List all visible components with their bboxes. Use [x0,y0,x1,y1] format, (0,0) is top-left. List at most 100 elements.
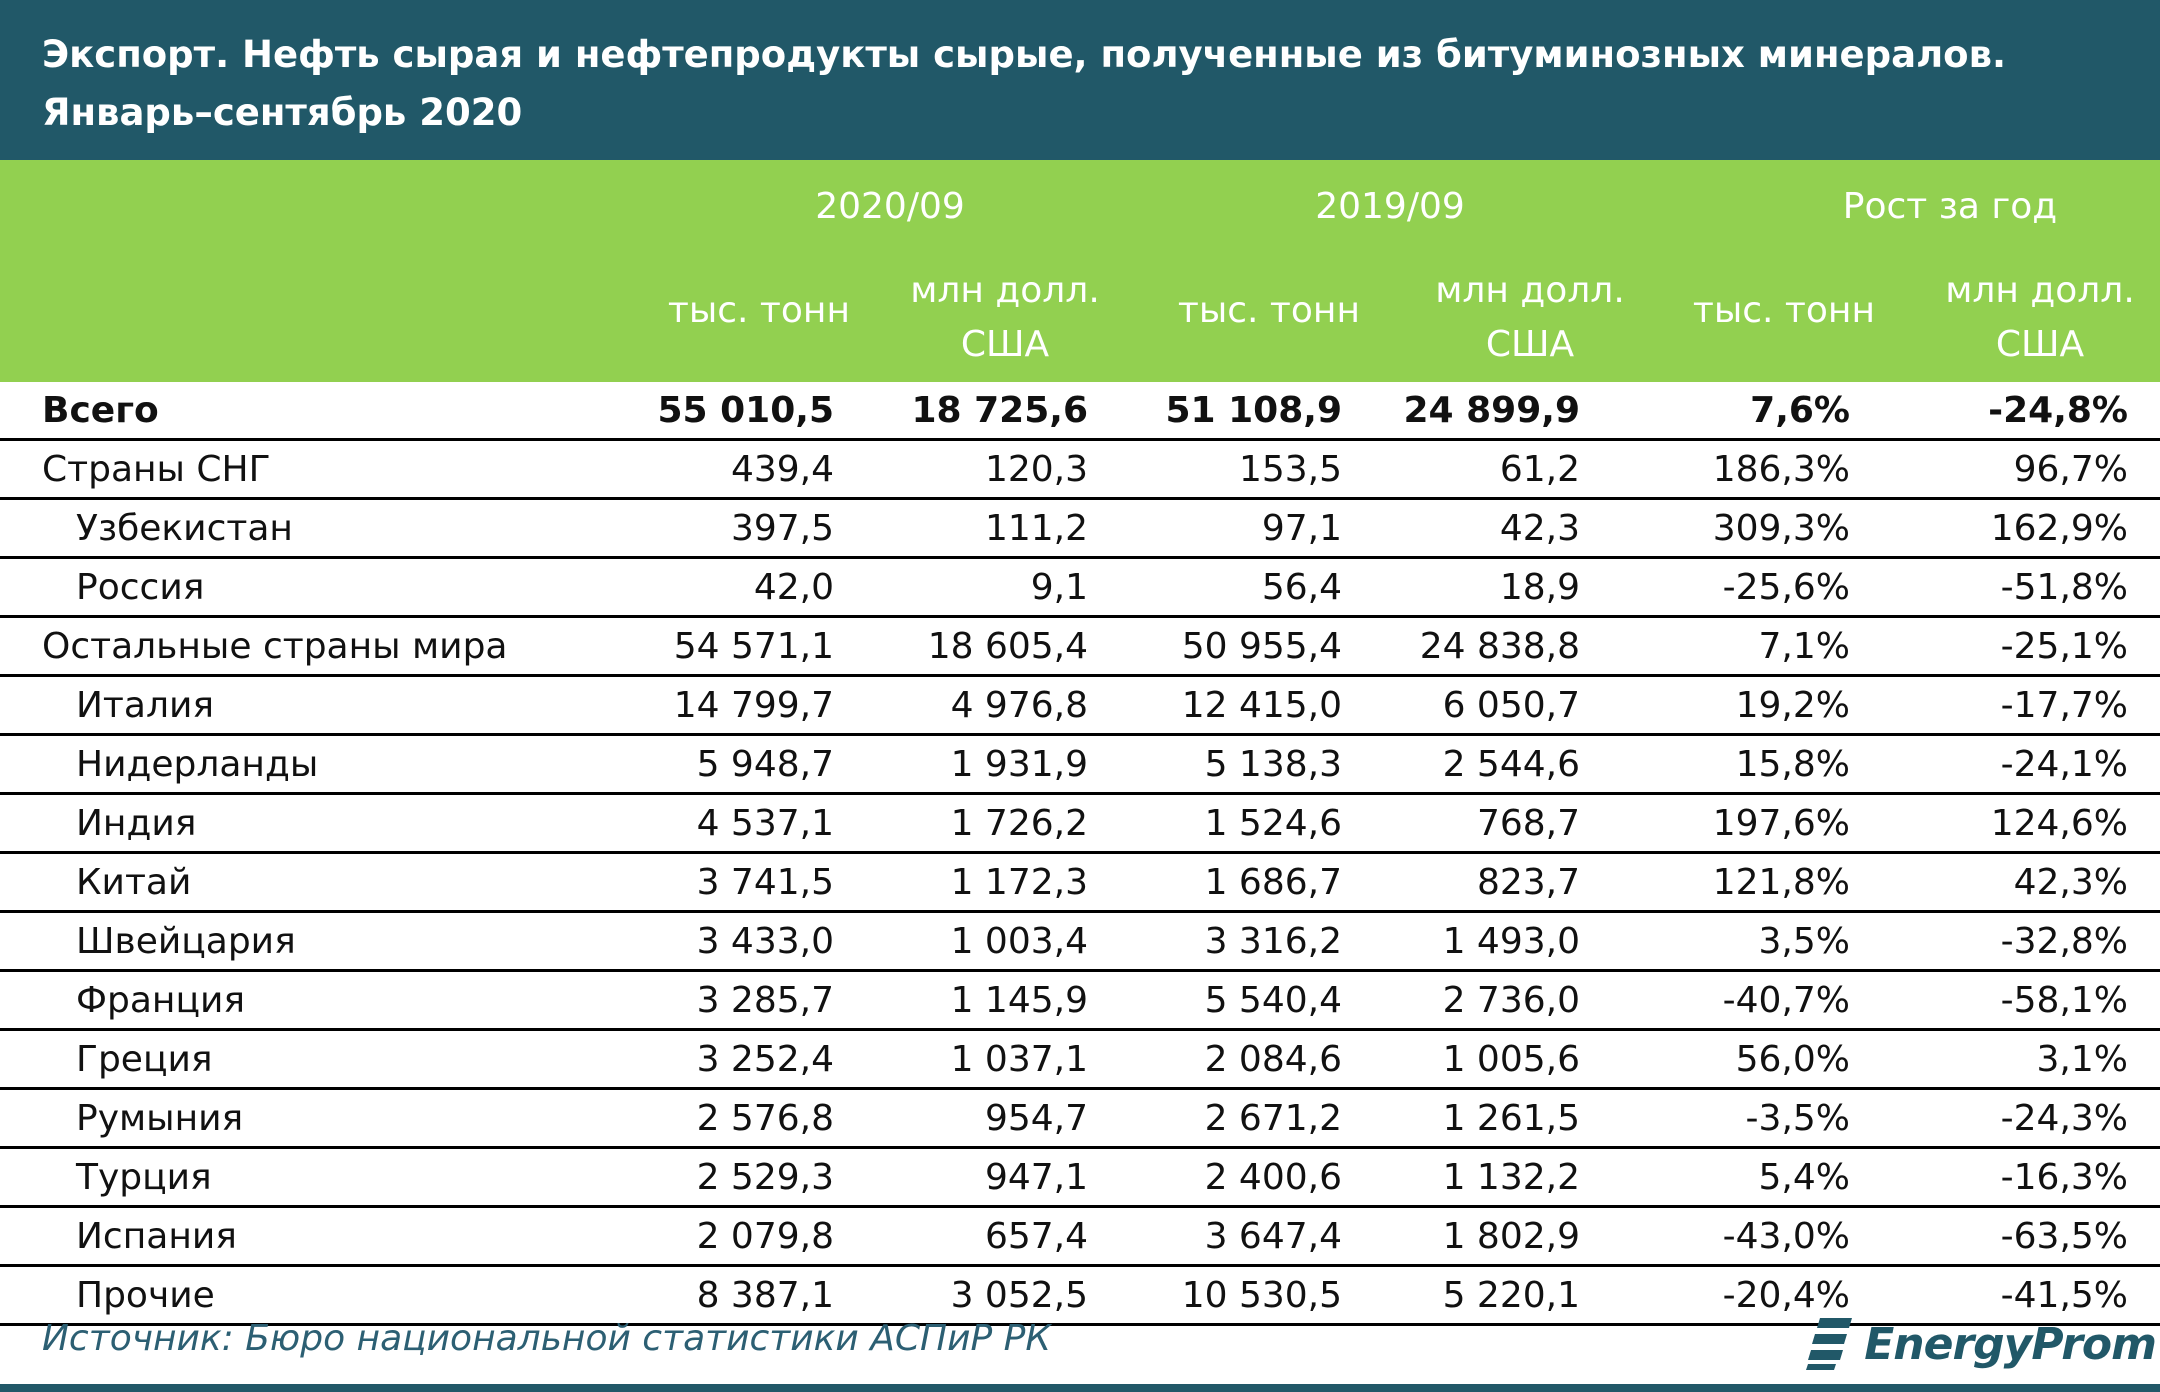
cell-usd-2019: 1 132,2 [1372,1147,1614,1208]
cell-usd-2019: 6 050,7 [1372,675,1614,736]
cell-country: Италия [0,675,640,736]
cell-tonnes-2020: 55 010,5 [640,382,840,441]
cell-growth-tonnes: 197,6% [1614,793,1882,854]
cell-growth-usd: 162,9% [1882,498,2160,559]
cell-usd-2019: 24 838,8 [1372,616,1614,677]
cell-usd-2020: 954,7 [840,1088,1092,1149]
cell-growth-usd: 42,3% [1882,852,2160,913]
cell-tonnes-2019: 3 316,2 [1092,911,1372,972]
bottom-rule [0,1384,2160,1392]
cell-usd-2019: 1 802,9 [1372,1206,1614,1267]
table-row: Швейцария 3 433,0 1 003,4 3 316,2 1 493,0 3,5… [0,911,2160,972]
cell-country: Испания [0,1206,640,1267]
cell-country: Всего [0,382,640,441]
cell-growth-tonnes: -43,0% [1614,1206,1882,1267]
cell-growth-usd: -41,5% [1882,1265,2160,1326]
cell-tonnes-2020: 54 571,1 [640,616,840,677]
cell-growth-usd: -24,8% [1882,382,2160,441]
table-row: Индия 4 537,1 1 726,2 1 524,6 768,7 197,6% 124… [0,793,2160,854]
header-unit-usd-growth: млн долл. США [1915,264,2160,372]
cell-growth-tonnes: 5,4% [1614,1147,1882,1208]
cell-usd-2020: 1 726,2 [840,793,1092,854]
table-row: Китай 3 741,5 1 172,3 1 686,7 823,7 121,8% 42,… [0,852,2160,913]
table-row: Турция 2 529,3 947,1 2 400,6 1 132,2 5,4% -16,… [0,1147,2160,1208]
cell-tonnes-2020: 397,5 [640,498,840,559]
cell-growth-usd: -58,1% [1882,970,2160,1031]
cell-tonnes-2019: 2 084,6 [1092,1029,1372,1090]
cell-usd-2019: 5 220,1 [1372,1265,1614,1326]
cell-growth-tonnes: 7,6% [1614,382,1882,441]
cell-tonnes-2019: 97,1 [1092,498,1372,559]
cell-usd-2019: 18,9 [1372,557,1614,618]
table-row: Остальные страны мира 54 571,1 18 605,4 50 … [0,616,2160,677]
cell-tonnes-2019: 3 647,4 [1092,1206,1372,1267]
cell-usd-2020: 18 725,6 [840,382,1092,441]
cell-growth-tonnes: -40,7% [1614,970,1882,1031]
cell-tonnes-2020: 3 433,0 [640,911,840,972]
cell-growth-tonnes: -20,4% [1614,1265,1882,1326]
cell-growth-tonnes: -25,6% [1614,557,1882,618]
cell-tonnes-2019: 10 530,5 [1092,1265,1372,1326]
table-row: Всего 55 010,5 18 725,6 51 108,9 24 899,9 7,6… [0,382,2160,441]
cell-usd-2020: 111,2 [840,498,1092,559]
header-unit-tonnes-growth: тыс. тонн [1692,290,1875,331]
table-row: Россия 42,0 9,1 56,4 18,9 -25,6% -51,8% [0,557,2160,618]
header-unit-usd-line2: США [1485,324,1575,365]
header-unit-usd-line2: США [1995,324,2085,365]
header-unit-tonnes-2020: тыс. тонн [667,290,850,331]
cell-usd-2020: 1 931,9 [840,734,1092,795]
cell-tonnes-2019: 1 524,6 [1092,793,1372,854]
table-row: Италия 14 799,7 4 976,8 12 415,0 6 050,7 19,2… [0,675,2160,736]
table-row: Испания 2 079,8 657,4 3 647,4 1 802,9 -43,0% -… [0,1206,2160,1267]
cell-usd-2020: 4 976,8 [840,675,1092,736]
cell-usd-2019: 1 261,5 [1372,1088,1614,1149]
cell-tonnes-2019: 153,5 [1092,439,1372,500]
cell-usd-2019: 823,7 [1372,852,1614,913]
cell-tonnes-2019: 12 415,0 [1092,675,1372,736]
cell-country: Узбекистан [0,498,640,559]
header-group-2019: 2019/09 [1315,186,1465,227]
cell-tonnes-2020: 42,0 [640,557,840,618]
cell-tonnes-2020: 5 948,7 [640,734,840,795]
cell-usd-2020: 9,1 [840,557,1092,618]
cell-growth-usd: -25,1% [1882,616,2160,677]
cell-tonnes-2020: 2 576,8 [640,1088,840,1149]
cell-growth-tonnes: 7,1% [1614,616,1882,677]
cell-growth-tonnes: 15,8% [1614,734,1882,795]
source-note: Источник: Бюро национальной статистики А… [42,1318,1051,1359]
cell-country: Греция [0,1029,640,1090]
header-unit-usd-line1: млн долл. [910,270,1100,311]
cell-usd-2020: 1 172,3 [840,852,1092,913]
cell-tonnes-2020: 8 387,1 [640,1265,840,1326]
cell-tonnes-2020: 2 529,3 [640,1147,840,1208]
header-group-2020: 2020/09 [815,186,965,227]
cell-country: Китай [0,852,640,913]
energyprom-logo-text: EnergyProm [1864,1318,2157,1370]
cell-tonnes-2020: 2 079,8 [640,1206,840,1267]
header-group-growth: Рост за год [1842,186,2058,227]
table-body: Всего 55 010,5 18 725,6 51 108,9 24 899,9 7,6… [0,382,2160,1326]
cell-usd-2019: 768,7 [1372,793,1614,854]
cell-usd-2020: 3 052,5 [840,1265,1092,1326]
cell-tonnes-2020: 4 537,1 [640,793,840,854]
table-title: Экспорт. Нефть сырая и нефтепродукты сыр… [42,33,2007,76]
cell-country: Россия [0,557,640,618]
cell-country: Индия [0,793,640,854]
cell-growth-tonnes: 56,0% [1614,1029,1882,1090]
cell-growth-usd: -51,8% [1882,557,2160,618]
cell-tonnes-2019: 1 686,7 [1092,852,1372,913]
cell-growth-tonnes: 3,5% [1614,911,1882,972]
cell-growth-tonnes: -3,5% [1614,1088,1882,1149]
cell-growth-usd: -16,3% [1882,1147,2160,1208]
header-unit-usd-line1: млн долл. [1435,270,1625,311]
header-unit-usd-line1: млн долл. [1945,270,2135,311]
cell-country: Швейцария [0,911,640,972]
cell-growth-tonnes: 19,2% [1614,675,1882,736]
header-unit-usd-2019: млн долл. США [1405,264,1655,372]
cell-usd-2020: 1 003,4 [840,911,1092,972]
cell-country: Турция [0,1147,640,1208]
table-title-band: Экспорт. Нефть сырая и нефтепродукты сыр… [0,0,2160,160]
cell-tonnes-2020: 3 285,7 [640,970,840,1031]
cell-tonnes-2020: 3 252,4 [640,1029,840,1090]
cell-growth-usd: -63,5% [1882,1206,2160,1267]
